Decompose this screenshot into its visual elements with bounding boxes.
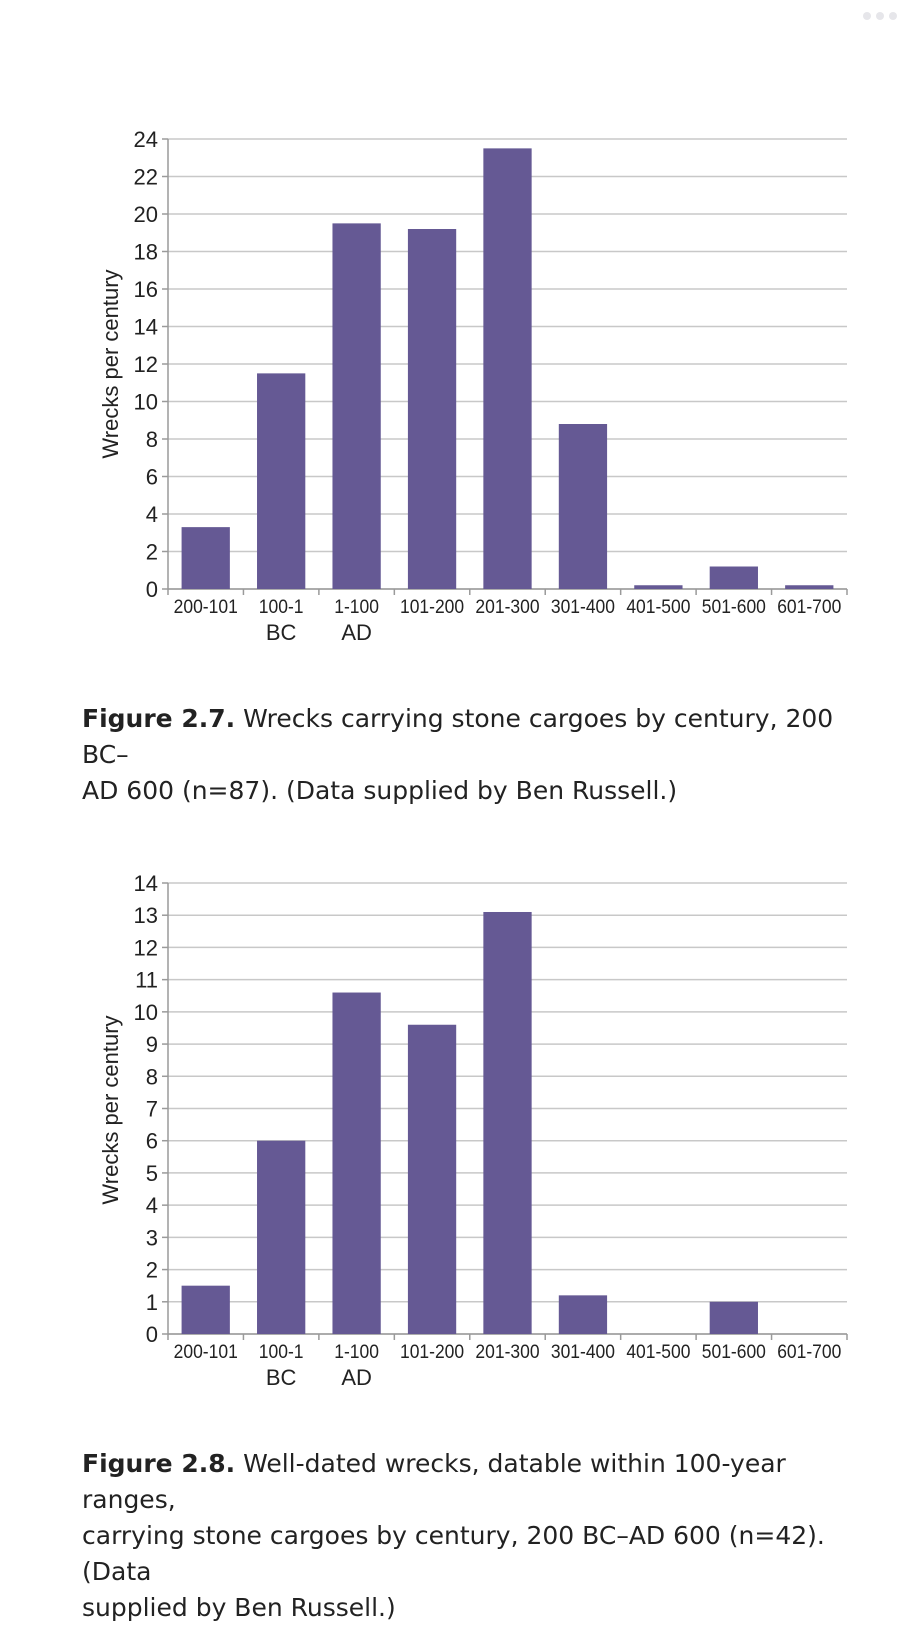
x-tick-label: 301-400 xyxy=(551,595,615,617)
figure-caption: Figure 2.8. Well-dated wrecks, datable w… xyxy=(82,1446,882,1626)
y-tick-label: 13 xyxy=(134,903,158,928)
bar-501-600 xyxy=(709,1301,758,1334)
x-tick-label: 201-300 xyxy=(475,595,539,617)
caption-line: supplied by Ben Russell.) xyxy=(82,1593,396,1622)
y-axis-title: Wrecks per century xyxy=(98,1015,123,1204)
y-tick-label: 16 xyxy=(134,277,158,302)
era-label: BC xyxy=(266,1365,297,1390)
x-tick-label: 101-200 xyxy=(400,595,464,617)
y-tick-label: 11 xyxy=(135,968,158,993)
y-tick-label: 10 xyxy=(134,390,158,415)
y-tick-label: 2 xyxy=(146,540,158,565)
x-tick-label: 100-1 xyxy=(259,1340,304,1362)
dot xyxy=(876,12,884,20)
figure-2-7: 0 2 4 6 8 10 12 14 16 18 20 22 24 200-101 100-1 1-100 10… xyxy=(0,0,907,805)
x-tick-label: 301-400 xyxy=(551,1340,615,1362)
y-tick-label: 0 xyxy=(146,1322,158,1347)
bar-200-101 xyxy=(181,527,230,589)
caption-line: Wrecks carrying stone cargoes by century… xyxy=(82,704,834,769)
caption-label: Figure 2.8. xyxy=(82,1449,236,1478)
y-tick-label: 10 xyxy=(134,1000,158,1025)
y-tick-label: 3 xyxy=(146,1225,158,1250)
y-tick-label: 14 xyxy=(134,871,158,896)
bar-1-100 xyxy=(332,223,381,589)
y-tick-label: 18 xyxy=(134,240,158,265)
x-tick-label: 201-300 xyxy=(475,1340,539,1362)
x-tick-label: 1-100 xyxy=(334,1340,379,1362)
y-tick-label: 1 xyxy=(146,1290,158,1315)
y-tick-label: 4 xyxy=(146,1193,158,1218)
bar-100-1 xyxy=(257,373,306,589)
x-tick-label: 101-200 xyxy=(400,1340,464,1362)
x-tick-label: 601-700 xyxy=(777,1340,841,1362)
bar-200-101 xyxy=(181,1285,230,1334)
more-dots-icon[interactable] xyxy=(863,12,897,20)
bar-100-1 xyxy=(257,1140,306,1334)
caption-label: Figure 2.7. xyxy=(82,704,236,733)
x-tick-label: 501-600 xyxy=(702,1340,766,1362)
bar-201-300 xyxy=(483,148,532,589)
caption-line: Well-dated wrecks, datable within 100-ye… xyxy=(82,1449,786,1514)
y-tick-label: 22 xyxy=(134,165,158,190)
y-tick-label: 24 xyxy=(134,127,158,152)
bar-501-600 xyxy=(709,566,758,589)
bar-301-400 xyxy=(558,424,608,589)
y-tick-label: 5 xyxy=(146,1161,158,1186)
bar-601-700 xyxy=(785,585,834,589)
bar-101-200 xyxy=(407,229,457,589)
x-tick-label: 100-1 xyxy=(259,595,304,617)
y-tick-label: 12 xyxy=(134,935,158,960)
figure-2-8: 0 1 2 3 4 5 6 7 8 9 10 11 12 13 14 200-101 100-1 1-100 101… xyxy=(82,871,848,1622)
y-tick-label: 12 xyxy=(134,352,158,377)
y-tick-label: 0 xyxy=(146,577,158,602)
bar-101-200 xyxy=(407,1024,457,1334)
era-label: AD xyxy=(341,1365,372,1390)
y-tick-label: 9 xyxy=(146,1032,158,1057)
x-tick-label: 200-101 xyxy=(174,1340,238,1362)
y-tick-label: 6 xyxy=(146,465,158,490)
bar-401-500 xyxy=(634,585,683,589)
y-tick-label: 8 xyxy=(146,427,158,452)
y-tick-label: 2 xyxy=(146,1258,158,1283)
y-tick-label: 7 xyxy=(146,1097,158,1122)
y-tick-label: 6 xyxy=(146,1129,158,1154)
caption-line: carrying stone cargoes by century, 200 B… xyxy=(82,1521,825,1586)
dot xyxy=(889,12,897,20)
x-tick-label: 1-100 xyxy=(334,595,379,617)
x-tick-label: 401-500 xyxy=(626,595,690,617)
bar-201-300 xyxy=(483,911,532,1334)
figure-caption: Figure 2.7. Wrecks carrying stone cargoe… xyxy=(82,701,882,809)
y-tick-label: 4 xyxy=(146,502,158,527)
bar-1-100 xyxy=(332,992,381,1334)
era-label: AD xyxy=(341,620,372,645)
y-tick-label: 14 xyxy=(134,315,158,340)
y-axis-title: Wrecks per century xyxy=(98,269,123,458)
bar-301-400 xyxy=(558,1295,608,1334)
x-tick-label: 401-500 xyxy=(626,1340,690,1362)
x-tick-label: 601-700 xyxy=(777,595,841,617)
x-tick-label: 501-600 xyxy=(702,595,766,617)
y-tick-label: 8 xyxy=(146,1064,158,1089)
era-label: BC xyxy=(266,620,297,645)
y-tick-label: 20 xyxy=(134,202,158,227)
x-tick-label: 200-101 xyxy=(174,595,238,617)
dot xyxy=(863,12,871,20)
caption-line: AD 600 (n=87). (Data supplied by Ben Rus… xyxy=(82,776,678,805)
